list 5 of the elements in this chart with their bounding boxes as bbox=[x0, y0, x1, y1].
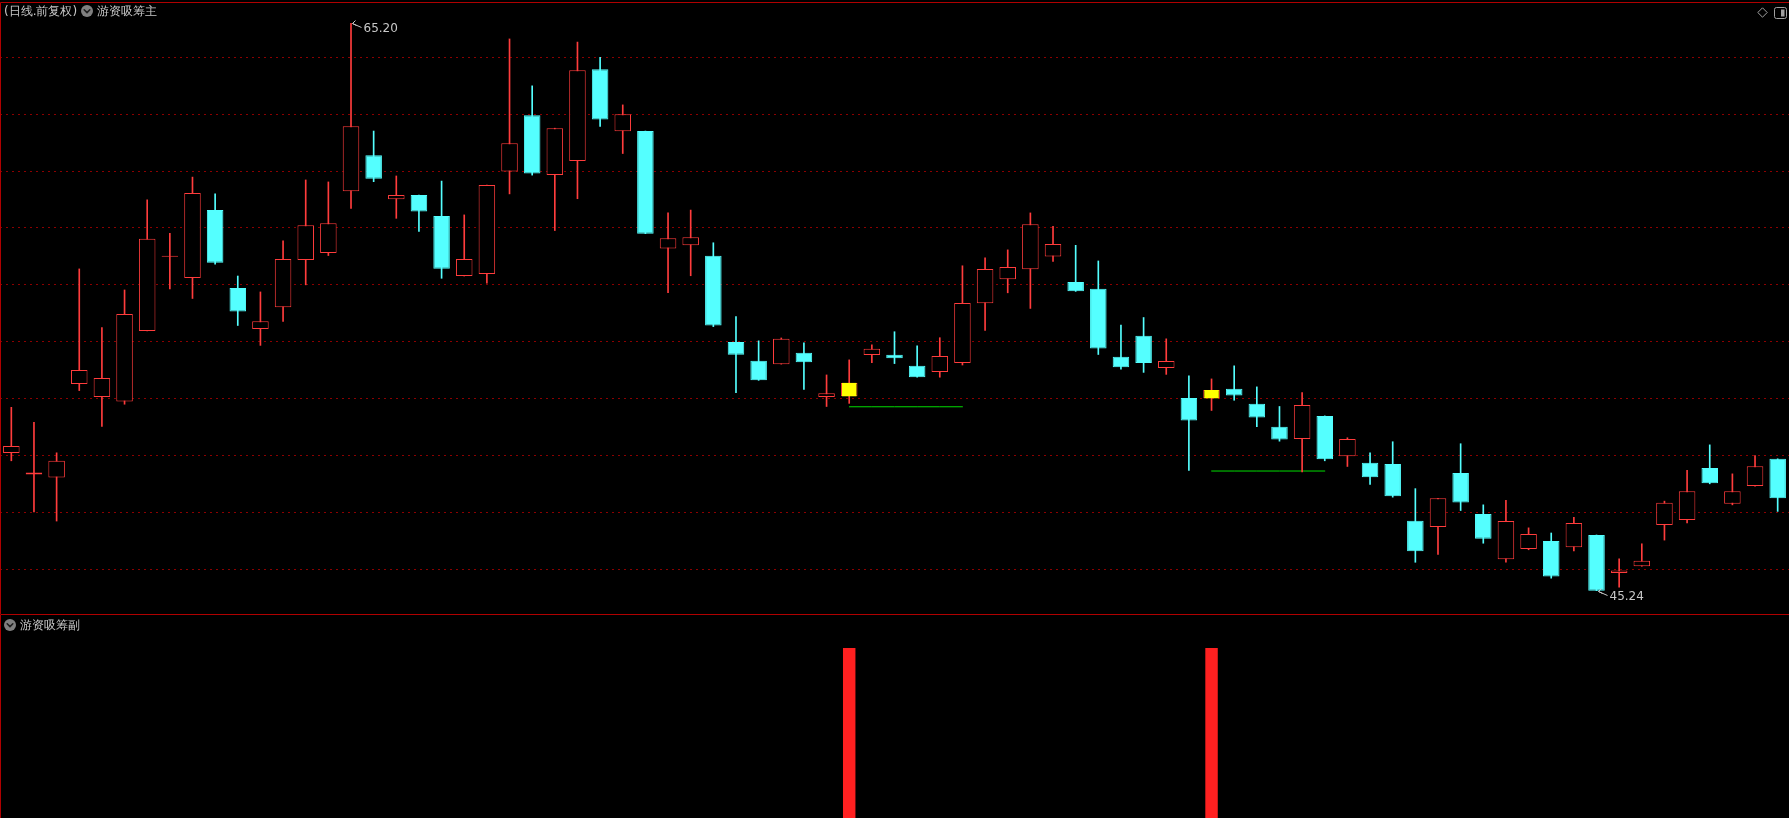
chart-subtitle: 游资吸筹主 bbox=[97, 4, 158, 18]
annotation: 45.24 bbox=[1609, 588, 1644, 603]
annotation: 65.20 bbox=[363, 20, 398, 35]
chart-title: (日线.前复权) bbox=[4, 4, 78, 18]
chart-title: 游资吸筹副 bbox=[20, 618, 80, 632]
